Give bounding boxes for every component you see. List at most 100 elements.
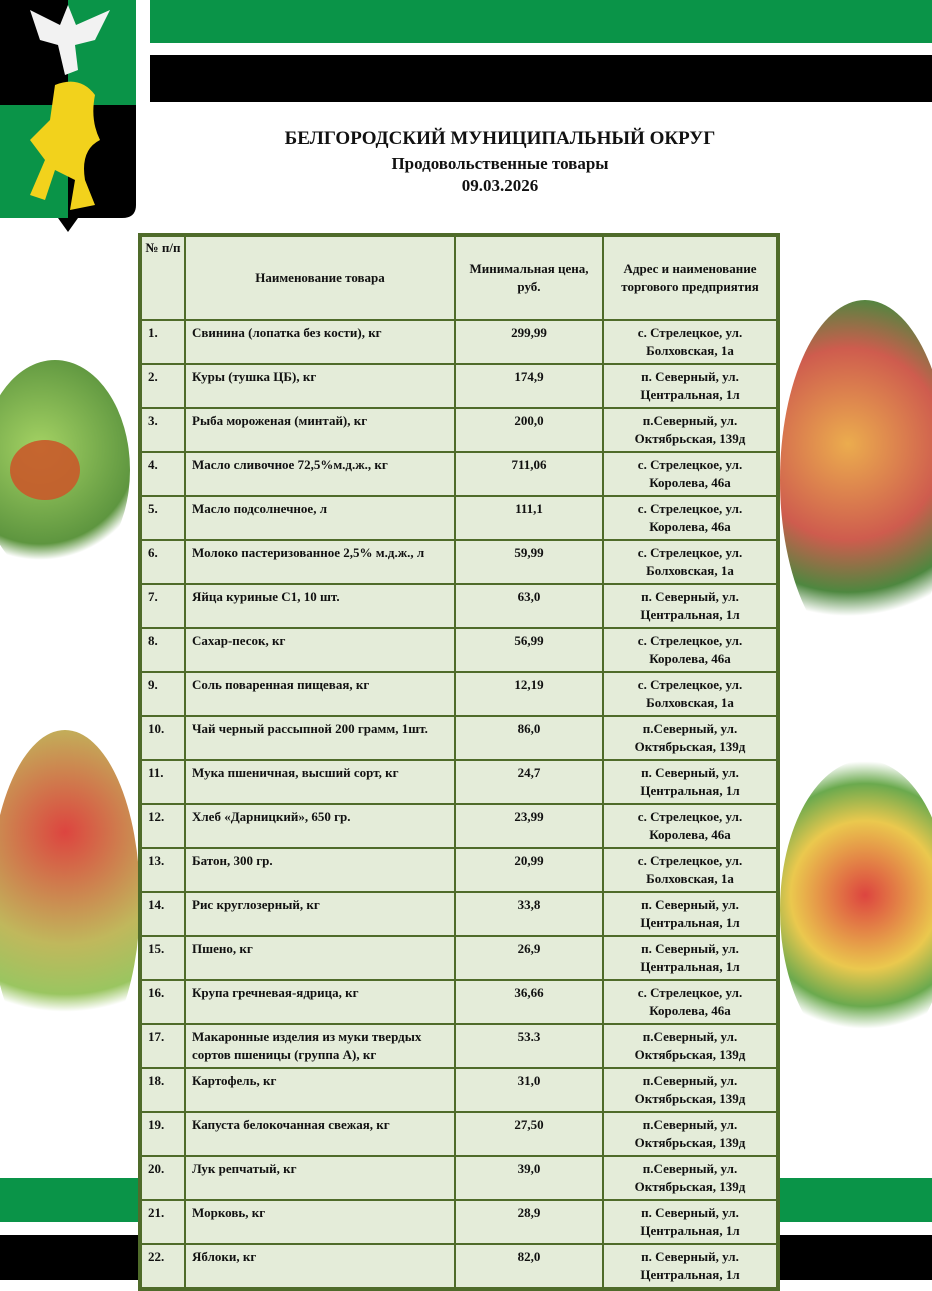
page-date: 09.03.2026 — [461, 176, 539, 195]
top-green-band — [150, 0, 932, 43]
min-price: 711,06 — [454, 451, 604, 497]
min-price: 27,50 — [454, 1111, 604, 1157]
min-price: 33,8 — [454, 891, 604, 937]
store-address: п. Северный, ул. Центральная, 1л — [602, 935, 779, 981]
address-line: п.Северный, ул. — [642, 1073, 738, 1088]
address-line: Болховская, 1а — [646, 695, 734, 710]
row-number: 4. — [139, 451, 186, 497]
row-number: 22. — [139, 1243, 186, 1290]
min-price: 12,19 — [454, 671, 604, 717]
row-number: 2. — [139, 363, 186, 409]
address-line: п. Северный, ул. — [641, 1249, 739, 1264]
table-row: 17. Макаронные изделия из муки твердых со… — [139, 1023, 779, 1069]
min-price: 23,99 — [454, 803, 604, 849]
address-line: с. Стрелецкое, ул. — [637, 545, 743, 560]
onion-image — [10, 440, 80, 500]
address-line: Королева, 46а — [649, 827, 731, 842]
store-address: п.Северный, ул. Октябрьская, 139д — [602, 1023, 779, 1069]
store-address: п. Северный, ул. Центральная, 1л — [602, 583, 779, 629]
page-subtitle: Продовольственные товары — [391, 154, 609, 173]
address-line: Октябрьская, 139д — [634, 1047, 746, 1062]
row-number: 13. — [139, 847, 186, 893]
product-name: Лук репчатый, кг — [184, 1155, 456, 1201]
product-name: Свинина (лопатка без кости), кг — [184, 319, 456, 365]
row-number: 10. — [139, 715, 186, 761]
row-number: 5. — [139, 495, 186, 541]
address-line: Болховская, 1а — [646, 563, 734, 578]
table-row: 3. Рыба мороженая (минтай), кг 200,0 п.Севе… — [139, 407, 779, 453]
address-line: Центральная, 1л — [640, 783, 740, 798]
store-address: п.Северный, ул. Октябрьская, 139д — [602, 1067, 779, 1113]
product-name: Хлеб «Дарницкий», 650 гр. — [184, 803, 456, 849]
address-line: Октябрьская, 139д — [634, 1179, 746, 1194]
product-name: Мука пшеничная, высший сорт, кг — [184, 759, 456, 805]
column-header-address: Адрес и наименование торгового предприят… — [602, 234, 779, 321]
store-address: с. Стрелецкое, ул. Королева, 46а — [602, 495, 779, 541]
table-row: 20. Лук репчатый, кг 39,0 п.Северный, ул. Ок… — [139, 1155, 779, 1201]
min-price: 200,0 — [454, 407, 604, 453]
row-number: 16. — [139, 979, 186, 1025]
address-line: с. Стрелецкое, ул. — [637, 325, 743, 340]
address-line: п. Северный, ул. — [641, 941, 739, 956]
table-row: 8. Сахар-песок, кг 56,99 с. Стрелецкое, ул.… — [139, 627, 779, 673]
address-line: Центральная, 1л — [640, 959, 740, 974]
min-price: 86,0 — [454, 715, 604, 761]
table-row: 22. Яблоки, кг 82,0 п. Северный, ул. Централ… — [139, 1243, 779, 1290]
address-line: п.Северный, ул. — [642, 1117, 738, 1132]
store-address: п. Северный, ул. Центральная, 1л — [602, 759, 779, 805]
address-line: с. Стрелецкое, ул. — [637, 633, 743, 648]
product-name: Молоко пастеризованное 2,5% м.д.ж., л — [184, 539, 456, 585]
top-black-band — [150, 55, 932, 102]
min-price: 53.3 — [454, 1023, 604, 1069]
min-price: 24,7 — [454, 759, 604, 805]
store-address: п. Северный, ул. Центральная, 1л — [602, 891, 779, 937]
address-line: Королева, 46а — [649, 651, 731, 666]
min-price: 63,0 — [454, 583, 604, 629]
product-name: Яблоки, кг — [184, 1243, 456, 1290]
column-header-price: Минимальная цена, руб. — [454, 234, 604, 321]
min-price: 174,9 — [454, 363, 604, 409]
table-row: 2. Куры (тушка ЦБ), кг 174,9 п. Северный, у… — [139, 363, 779, 409]
row-number: 19. — [139, 1111, 186, 1157]
address-line: Центральная, 1л — [640, 387, 740, 402]
address-line: п. Северный, ул. — [641, 589, 739, 604]
address-line: Королева, 46а — [649, 519, 731, 534]
table-header-row: № п/п Наименование товара Минимальная це… — [139, 234, 779, 321]
min-price: 59,99 — [454, 539, 604, 585]
address-line: Королева, 46а — [649, 1003, 731, 1018]
address-line: с. Стрелецкое, ул. — [637, 853, 743, 868]
address-line: с. Стрелецкое, ул. — [637, 809, 743, 824]
min-price: 299,99 — [454, 319, 604, 365]
column-header-product: Наименование товара — [184, 234, 456, 321]
product-name: Батон, 300 гр. — [184, 847, 456, 893]
store-address: п. Северный, ул. Центральная, 1л — [602, 1243, 779, 1290]
table-row: 10. Чай черный рассыпной 200 грамм, 1шт. 8… — [139, 715, 779, 761]
product-name: Пшено, кг — [184, 935, 456, 981]
store-address: п. Северный, ул. Центральная, 1л — [602, 363, 779, 409]
row-number: 3. — [139, 407, 186, 453]
min-price: 56,99 — [454, 627, 604, 673]
address-line: Октябрьская, 139д — [634, 1135, 746, 1150]
table-row: 15. Пшено, кг 26,9 п. Северный, ул. Централь… — [139, 935, 779, 981]
min-price: 20,99 — [454, 847, 604, 893]
address-line: п. Северный, ул. — [641, 897, 739, 912]
table-row: 1. Свинина (лопатка без кости), кг 299,99 с… — [139, 319, 779, 365]
store-address: п.Северный, ул. Октябрьская, 139д — [602, 715, 779, 761]
address-line: с. Стрелецкое, ул. — [637, 677, 743, 692]
min-price: 26,9 — [454, 935, 604, 981]
address-line: Центральная, 1л — [640, 607, 740, 622]
product-name: Крупа гречневая-ядрица, кг — [184, 979, 456, 1025]
store-address: с. Стрелецкое, ул. Болховская, 1а — [602, 847, 779, 893]
address-line: п.Северный, ул. — [642, 413, 738, 428]
store-address: с. Стрелецкое, ул. Королева, 46а — [602, 979, 779, 1025]
address-line: Центральная, 1л — [640, 1267, 740, 1282]
product-name: Рыба мороженая (минтай), кг — [184, 407, 456, 453]
min-price: 28,9 — [454, 1199, 604, 1245]
address-line: п.Северный, ул. — [642, 1029, 738, 1044]
table-row: 12. Хлеб «Дарницкий», 650 гр. 23,99 с. Стре… — [139, 803, 779, 849]
store-address: п.Северный, ул. Октябрьская, 139д — [602, 407, 779, 453]
address-line: Королева, 46а — [649, 475, 731, 490]
row-number: 12. — [139, 803, 186, 849]
column-header-number: № п/п — [139, 234, 186, 321]
